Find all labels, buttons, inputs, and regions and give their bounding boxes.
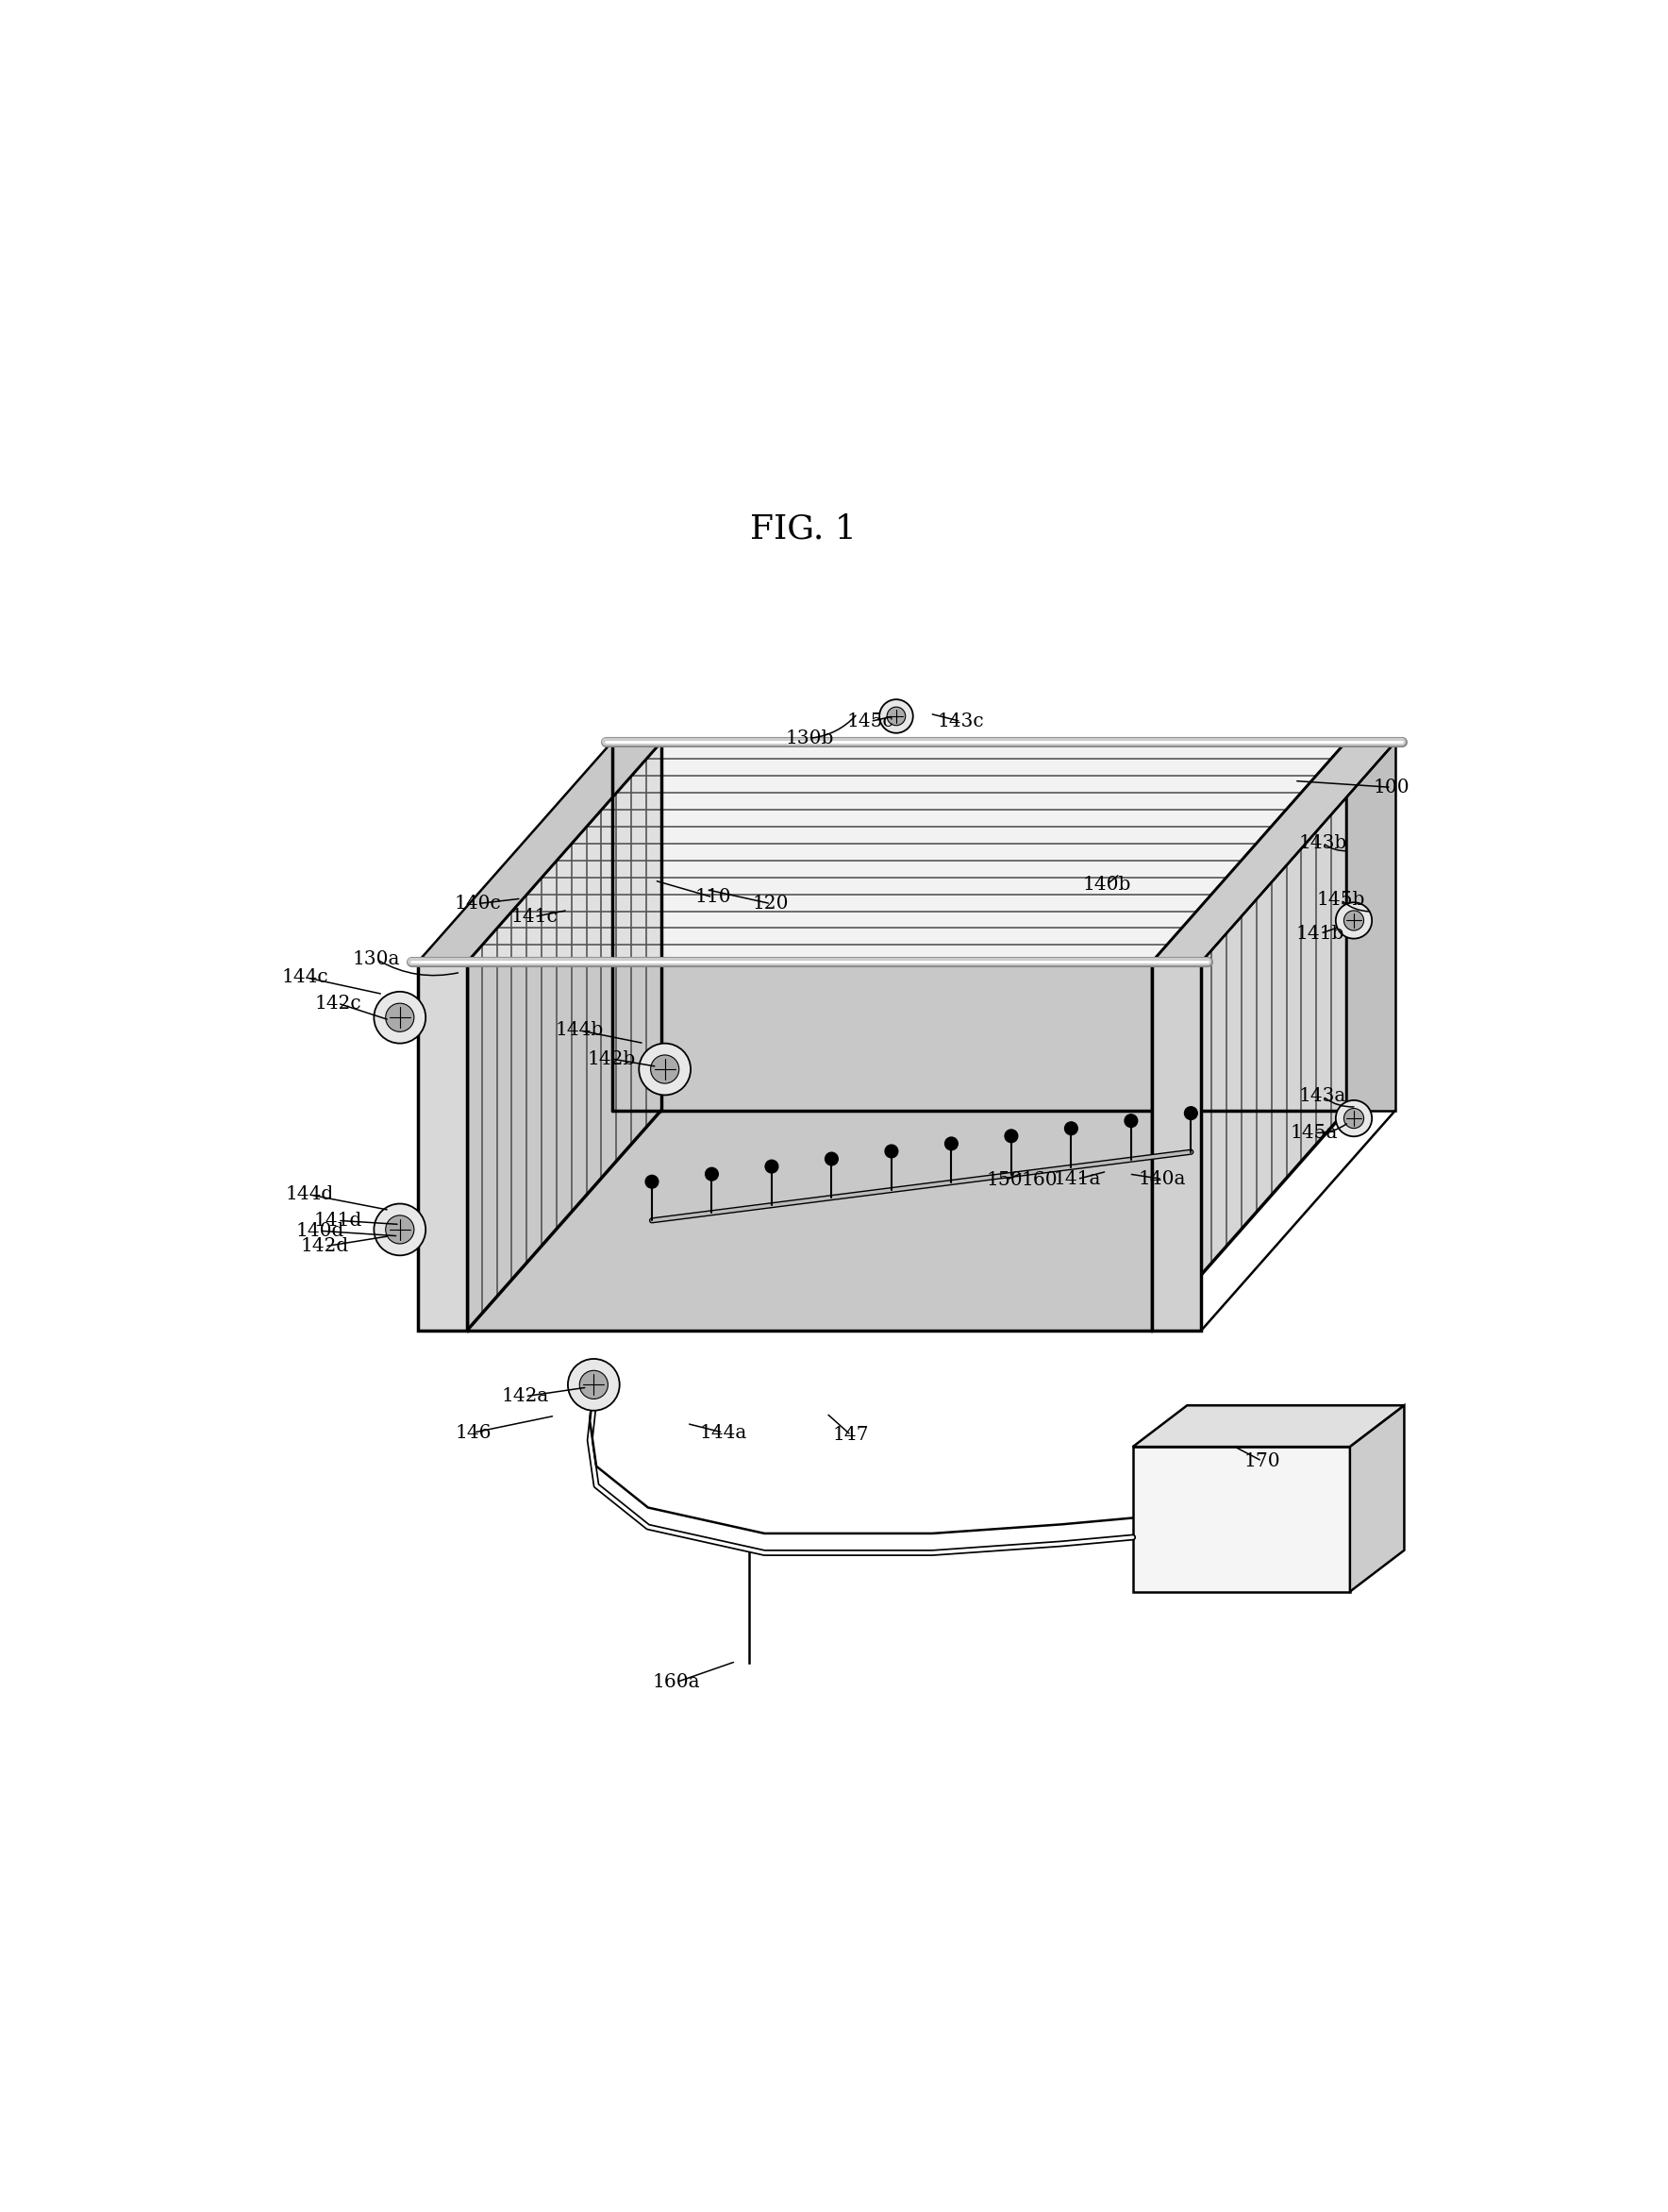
Text: 142c: 142c xyxy=(314,995,362,1013)
Text: 140d: 140d xyxy=(295,1221,344,1239)
Text: 170: 170 xyxy=(1244,1451,1281,1471)
Text: 141b: 141b xyxy=(1296,925,1344,942)
Circle shape xyxy=(1336,1099,1373,1137)
Text: 130a: 130a xyxy=(352,951,400,969)
Circle shape xyxy=(1336,902,1373,938)
Polygon shape xyxy=(1153,741,1394,962)
Text: 144d: 144d xyxy=(285,1186,334,1203)
Circle shape xyxy=(374,1203,425,1256)
Text: FIG. 1: FIG. 1 xyxy=(751,513,856,544)
Circle shape xyxy=(826,1152,837,1166)
Text: 143b: 143b xyxy=(1299,834,1348,852)
Text: 141d: 141d xyxy=(314,1212,362,1230)
Circle shape xyxy=(579,1371,607,1398)
Text: 145b: 145b xyxy=(1316,891,1364,909)
Text: 142d: 142d xyxy=(300,1237,349,1256)
Text: 100: 100 xyxy=(1373,779,1409,796)
Text: 147: 147 xyxy=(832,1427,869,1444)
Text: 142a: 142a xyxy=(502,1387,549,1405)
Circle shape xyxy=(567,1358,619,1411)
Circle shape xyxy=(879,699,912,732)
Text: 145c: 145c xyxy=(847,712,894,730)
Text: 160: 160 xyxy=(1021,1172,1058,1190)
Text: 120: 120 xyxy=(752,894,789,914)
Polygon shape xyxy=(1349,1405,1404,1593)
Text: 144b: 144b xyxy=(555,1022,604,1040)
Polygon shape xyxy=(1133,1405,1404,1447)
Circle shape xyxy=(651,1055,679,1084)
Circle shape xyxy=(1344,1108,1364,1128)
Text: 110: 110 xyxy=(694,889,731,907)
Circle shape xyxy=(1344,911,1364,931)
Circle shape xyxy=(1124,1115,1138,1128)
Polygon shape xyxy=(1133,1447,1349,1593)
Text: 141a: 141a xyxy=(1054,1170,1101,1188)
Circle shape xyxy=(385,1004,414,1031)
Text: 143a: 143a xyxy=(1299,1088,1346,1106)
Circle shape xyxy=(766,1159,779,1172)
Polygon shape xyxy=(467,741,1346,962)
Polygon shape xyxy=(467,962,1153,1329)
Circle shape xyxy=(1064,1121,1078,1135)
Circle shape xyxy=(385,1214,414,1243)
Polygon shape xyxy=(467,741,661,1329)
Text: 141c: 141c xyxy=(510,907,557,925)
Text: 142b: 142b xyxy=(587,1051,636,1068)
Circle shape xyxy=(1184,1106,1198,1119)
Text: 140c: 140c xyxy=(454,894,500,914)
Text: 145a: 145a xyxy=(1289,1124,1338,1141)
Text: 130b: 130b xyxy=(786,730,834,748)
Polygon shape xyxy=(419,741,661,962)
Circle shape xyxy=(639,1044,691,1095)
Circle shape xyxy=(1004,1130,1017,1141)
Text: 150: 150 xyxy=(986,1172,1022,1190)
Circle shape xyxy=(886,1146,897,1157)
Circle shape xyxy=(706,1168,719,1181)
Text: 144c: 144c xyxy=(282,969,329,987)
Polygon shape xyxy=(419,962,467,1329)
Circle shape xyxy=(887,708,906,726)
Text: 160a: 160a xyxy=(652,1672,701,1692)
Text: 146: 146 xyxy=(455,1425,492,1442)
Text: 140a: 140a xyxy=(1139,1170,1186,1188)
Text: 144a: 144a xyxy=(699,1425,747,1442)
Circle shape xyxy=(646,1175,659,1188)
Circle shape xyxy=(374,991,425,1044)
Polygon shape xyxy=(1153,741,1346,1329)
Text: 143c: 143c xyxy=(937,712,984,730)
Circle shape xyxy=(944,1137,957,1150)
Polygon shape xyxy=(1346,741,1394,1110)
Text: 140b: 140b xyxy=(1083,876,1131,894)
Polygon shape xyxy=(1153,962,1201,1329)
